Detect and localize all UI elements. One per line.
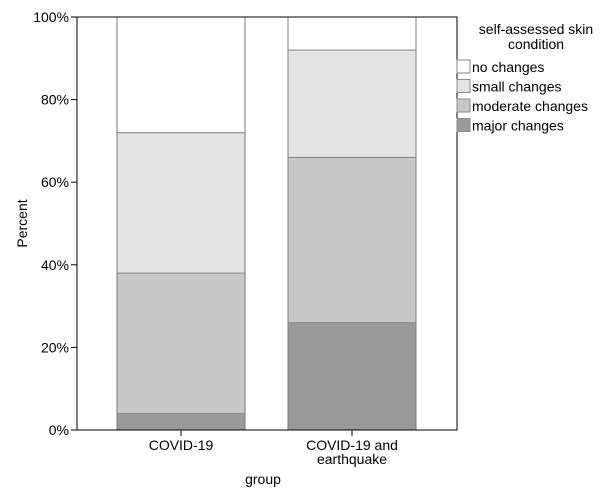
plot-frame bbox=[76, 16, 458, 431]
y-axis-label: Percent bbox=[14, 199, 30, 247]
bar-segment-small-changes-0 bbox=[116, 132, 246, 274]
legend: self-assessed skin condition no changes sma… bbox=[456, 21, 593, 134]
y-tick-label-80: 80% bbox=[41, 92, 69, 108]
bar-segment-no-changes-1 bbox=[287, 16, 417, 51]
axes-group: 0% 20% 40% 60% 80% 100% COVID-19 COVID-19 and ea… bbox=[14, 9, 458, 487]
y-tick-label-100: 100% bbox=[33, 9, 69, 25]
bars-group bbox=[116, 16, 417, 431]
legend-label-major-changes: major changes bbox=[472, 118, 564, 134]
bar-segment-major-changes-1 bbox=[287, 322, 417, 431]
x-tick-label-0: COVID-19 bbox=[149, 437, 214, 453]
y-tick-label-0: 0% bbox=[49, 422, 69, 438]
bar-segment-small-changes-1 bbox=[287, 49, 417, 158]
bar-segment-moderate-changes-1 bbox=[287, 156, 417, 324]
y-tick-label-60: 60% bbox=[41, 174, 69, 190]
legend-swatch-small-changes bbox=[456, 79, 471, 93]
legend-label-moderate-changes: moderate changes bbox=[472, 98, 588, 114]
legend-label-no-changes: no changes bbox=[472, 59, 544, 75]
y-tick-label-40: 40% bbox=[41, 257, 69, 273]
x-axis-label: group bbox=[245, 471, 281, 487]
bar-segment-moderate-changes-0 bbox=[116, 272, 246, 414]
y-tick-label-20: 20% bbox=[41, 339, 69, 355]
legend-title: self-assessed skin condition bbox=[479, 21, 593, 52]
bar-segment-major-changes-0 bbox=[116, 412, 246, 431]
legend-swatch-major-changes bbox=[456, 118, 471, 132]
x-tick-label-1: COVID-19 and earthquake bbox=[306, 437, 398, 467]
bar-segment-no-changes-0 bbox=[116, 16, 246, 134]
legend-swatch-no-changes bbox=[456, 59, 471, 74]
legend-label-small-changes: small changes bbox=[472, 79, 562, 95]
legend-swatch-moderate-changes bbox=[456, 98, 471, 113]
